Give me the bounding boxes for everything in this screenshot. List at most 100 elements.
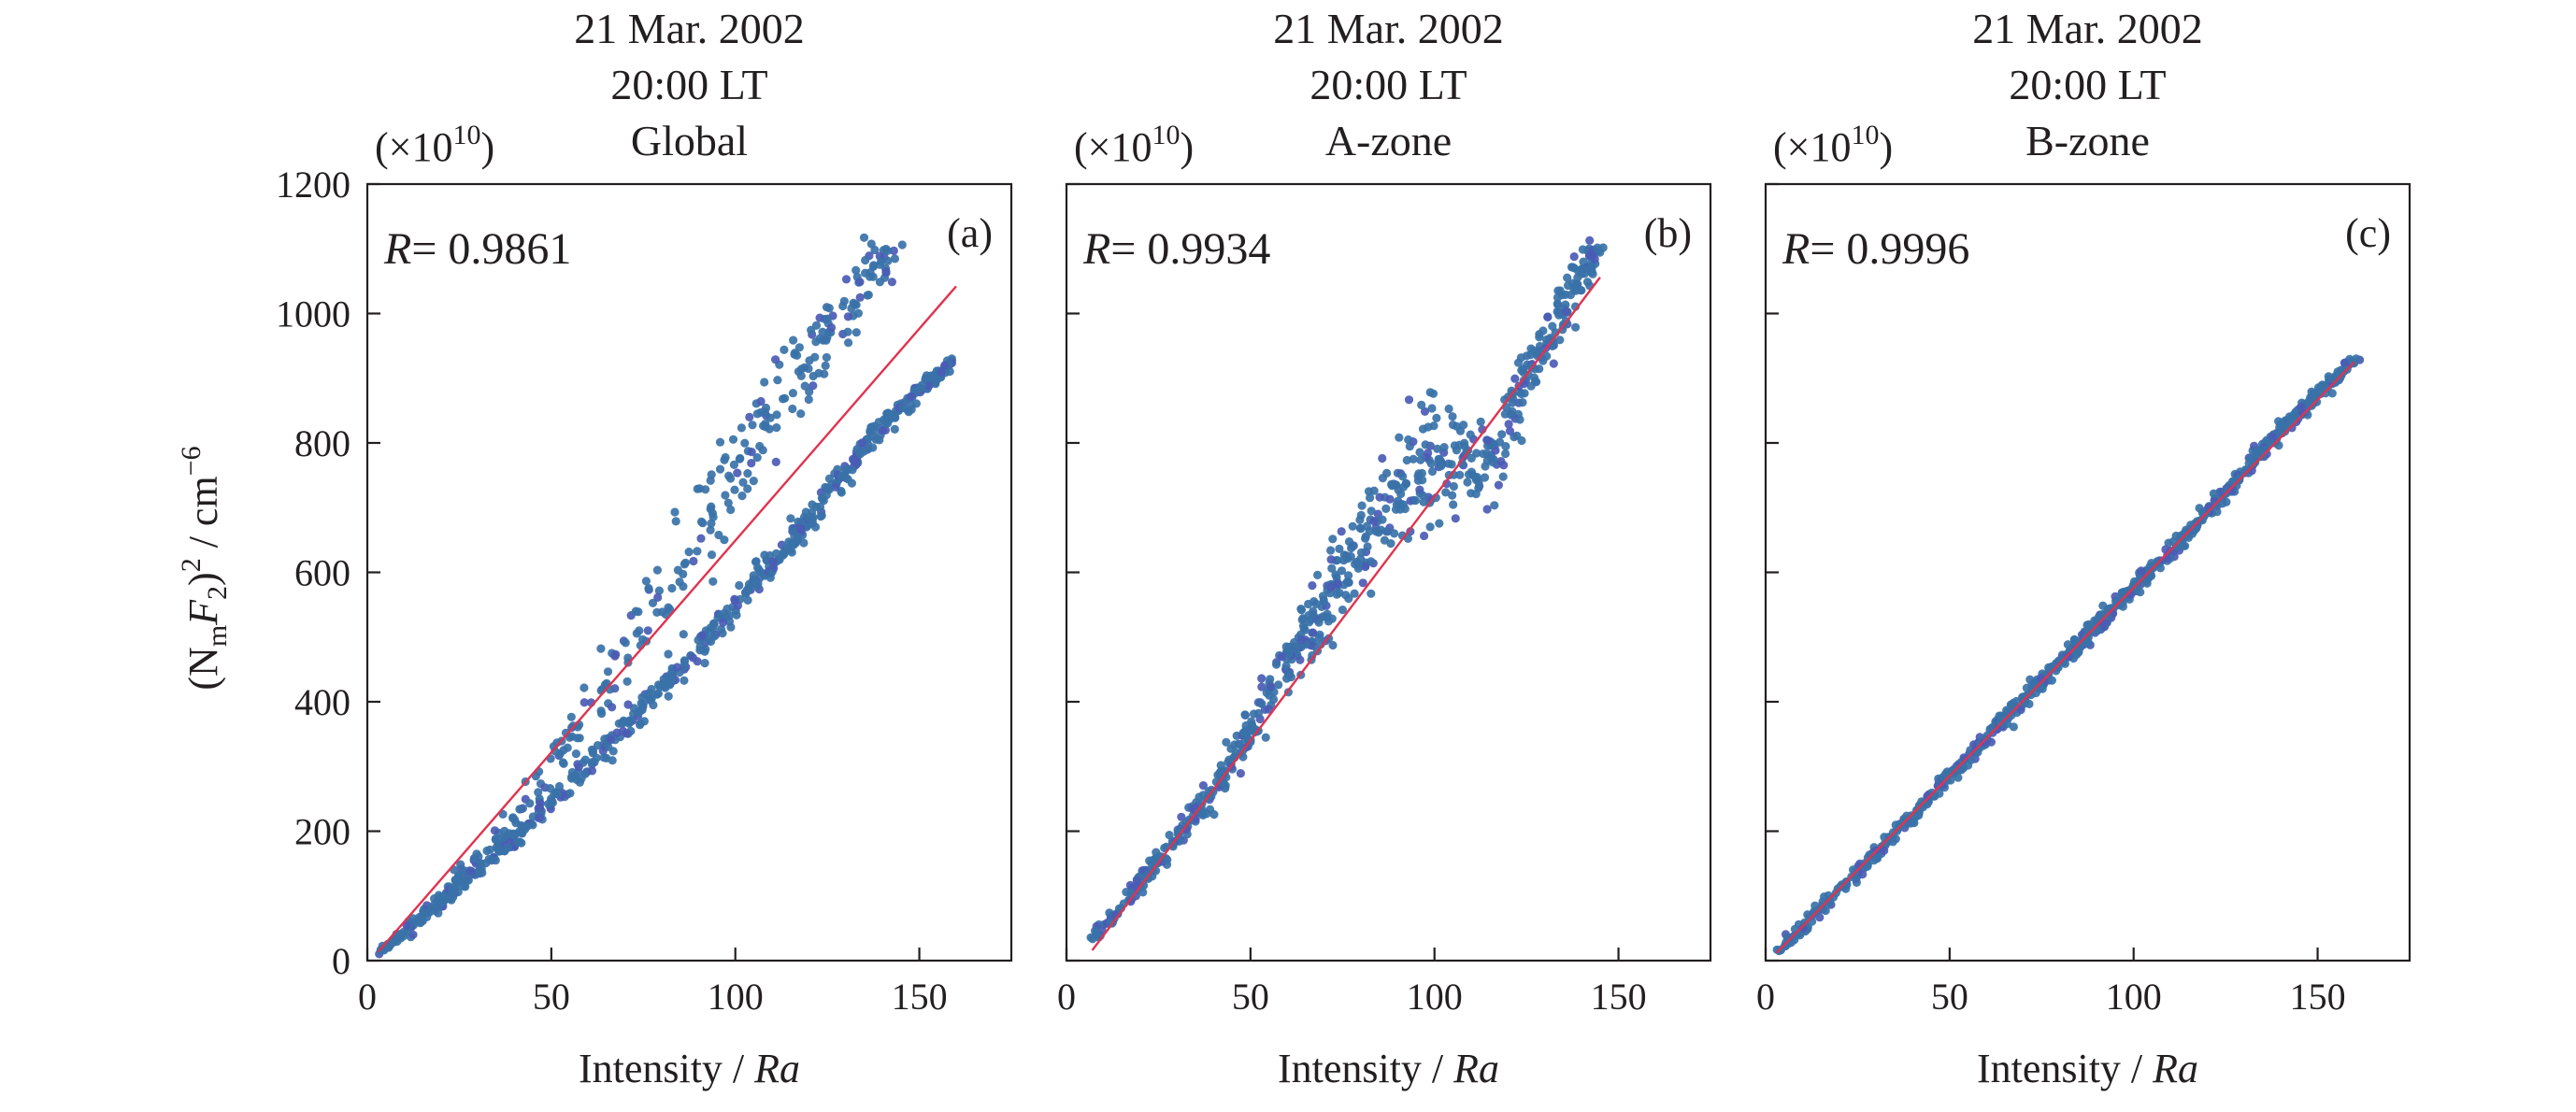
- data-point: [1858, 870, 1868, 879]
- data-point: [648, 598, 658, 607]
- data-point: [1236, 769, 1245, 778]
- data-point: [2352, 354, 2361, 364]
- data-point: [525, 799, 535, 808]
- data-point: [610, 651, 620, 661]
- data-point: [643, 626, 652, 635]
- x-axis-title: Intensity / Ra: [1278, 1046, 1499, 1091]
- data-point: [1441, 488, 1451, 497]
- data-point: [826, 323, 837, 333]
- data-point: [1335, 544, 1344, 554]
- data-point: [1424, 449, 1433, 458]
- data-point: [673, 663, 682, 672]
- scatter-points: [375, 233, 957, 959]
- data-point: [1549, 359, 1558, 368]
- data-point: [1358, 578, 1367, 588]
- data-point: [1337, 527, 1346, 536]
- data-point: [719, 618, 728, 627]
- data-point: [1221, 767, 1230, 777]
- data-point: [563, 743, 572, 752]
- y-tick-label: 600: [294, 552, 351, 594]
- data-point: [515, 805, 524, 814]
- data-point: [756, 396, 766, 406]
- data-point: [1198, 791, 1208, 800]
- data-point: [1261, 733, 1270, 742]
- data-point: [1455, 426, 1466, 435]
- data-point: [1309, 609, 1318, 620]
- data-point: [1578, 264, 1588, 274]
- data-point: [644, 583, 653, 593]
- data-point: [2252, 448, 2261, 457]
- data-point: [637, 692, 647, 702]
- data-point: [1513, 358, 1524, 367]
- data-point: [580, 683, 589, 692]
- data-point: [871, 435, 880, 444]
- data-point: [1404, 435, 1413, 445]
- data-point: [1326, 546, 1336, 555]
- data-point: [1427, 404, 1437, 413]
- data-point: [823, 483, 832, 492]
- data-point: [1378, 453, 1387, 463]
- data-point: [395, 930, 405, 939]
- data-point: [475, 865, 484, 876]
- data-point: [868, 443, 878, 452]
- data-point: [801, 507, 810, 517]
- data-point: [1410, 496, 1420, 506]
- data-point: [635, 626, 644, 635]
- data-point: [1362, 521, 1372, 531]
- data-point: [780, 345, 789, 354]
- data-point: [1406, 527, 1415, 536]
- data-point: [600, 734, 609, 744]
- correlation-label: R= 0.9861: [383, 224, 571, 274]
- data-point: [1501, 449, 1510, 459]
- data-point: [1796, 931, 1805, 940]
- x-tick-label: 50: [1931, 976, 1968, 1018]
- data-point: [1416, 455, 1425, 464]
- data-point: [1499, 461, 1509, 470]
- data-point: [448, 886, 457, 895]
- data-point: [1419, 497, 1428, 506]
- data-point: [528, 812, 537, 821]
- data-point: [756, 407, 766, 417]
- data-point: [1308, 581, 1317, 591]
- correlation-label: R= 0.9934: [1082, 224, 1270, 274]
- data-point: [1344, 593, 1353, 604]
- data-point: [461, 882, 470, 891]
- y-multiplier: (×1010): [1074, 120, 1194, 170]
- data-point: [1490, 501, 1499, 510]
- data-point: [1369, 517, 1379, 526]
- data-point: [1415, 448, 1424, 457]
- data-point: [726, 474, 736, 483]
- data-point: [729, 460, 739, 469]
- data-point: [810, 522, 821, 532]
- data-point: [1467, 489, 1476, 498]
- x-axis-title: Intensity / Ra: [579, 1046, 800, 1091]
- data-point: [654, 586, 665, 595]
- data-point: [2235, 473, 2244, 482]
- data-point: [721, 491, 730, 500]
- data-point: [1274, 680, 1283, 690]
- data-point: [693, 547, 702, 556]
- data-point: [696, 534, 706, 543]
- data-point: [805, 356, 814, 365]
- data-point: [1553, 300, 1563, 309]
- data-point: [1449, 481, 1458, 492]
- data-point: [824, 474, 835, 483]
- data-point: [697, 631, 707, 640]
- data-point: [1914, 801, 1925, 810]
- data-point: [607, 735, 616, 745]
- data-point: [1298, 621, 1309, 631]
- panel-title-line: 21 Mar. 2002: [1273, 5, 1504, 52]
- data-point: [883, 246, 893, 255]
- x-tick-label: 150: [1591, 976, 1647, 1018]
- x-tick-label: 150: [2290, 976, 2346, 1018]
- panel-title-line: 20:00 LT: [1309, 61, 1467, 108]
- data-point: [1390, 529, 1399, 538]
- data-point: [840, 464, 850, 474]
- data-point: [907, 401, 916, 410]
- data-point: [786, 514, 795, 523]
- data-point: [864, 291, 873, 300]
- data-point: [796, 518, 806, 527]
- data-point: [745, 412, 754, 421]
- data-point: [1385, 494, 1395, 504]
- data-point: [623, 700, 633, 709]
